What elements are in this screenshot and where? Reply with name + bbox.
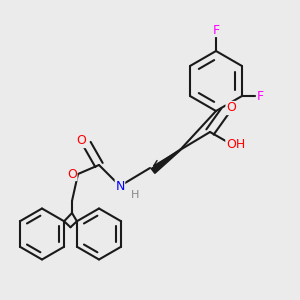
Text: F: F (256, 89, 263, 103)
Text: F: F (212, 23, 220, 37)
Text: O: O (76, 134, 86, 148)
Text: H: H (131, 190, 139, 200)
Text: O: O (67, 167, 77, 181)
Polygon shape (151, 149, 180, 173)
Text: O: O (226, 101, 236, 115)
Text: OH: OH (226, 137, 245, 151)
Text: N: N (115, 179, 125, 193)
